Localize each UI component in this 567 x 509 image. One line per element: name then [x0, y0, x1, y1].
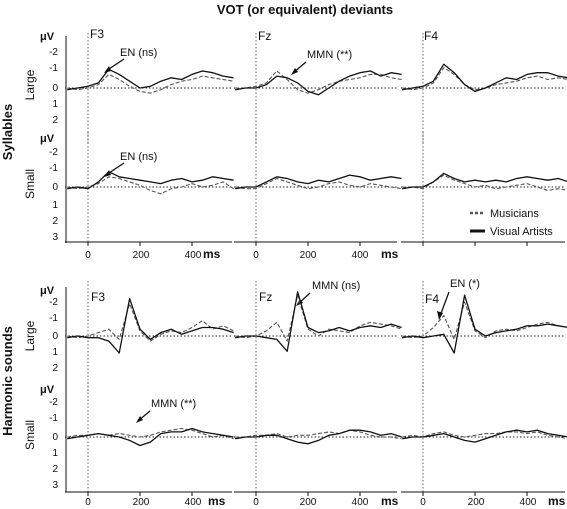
y-tick-label: 0	[52, 432, 58, 443]
series-line-musicians	[67, 303, 234, 342]
x-tick-label: 200	[300, 497, 317, 508]
x-tick-label: 200	[133, 250, 150, 261]
group-label-syllables: Syllables	[0, 104, 15, 160]
annotation-label: EN (ns)	[120, 47, 157, 59]
x-tick-label: 0	[85, 250, 91, 261]
annotation-label: EN (ns)	[120, 151, 157, 163]
series-line-visual-artists	[67, 297, 234, 354]
y-tick-label: -2	[49, 297, 58, 308]
series-line-visual-artists	[235, 291, 402, 352]
y-tick-label: 0	[52, 182, 58, 193]
y-tick-label: -1	[49, 413, 58, 424]
y-tick-label: 1	[52, 200, 58, 211]
x-unit-label: ms	[203, 247, 221, 261]
electrode-label: Fz	[258, 29, 271, 43]
series-line-visual-artists	[67, 171, 234, 190]
x-tick-label: 400	[520, 497, 537, 508]
y-tick-label: 2	[52, 464, 58, 475]
x-tick-label: 0	[253, 250, 259, 261]
y-tick-label: 1	[52, 99, 58, 110]
annotation-label: MMN (**)	[307, 49, 352, 61]
annotation-arrowhead	[437, 311, 443, 320]
x-tick-label: 0	[85, 497, 91, 508]
y-tick-label: 1	[52, 347, 58, 358]
y-tick-label: -2	[49, 147, 58, 158]
y-tick-label: 2	[52, 115, 58, 126]
series-line-visual-artists	[67, 68, 234, 91]
series-line-visual-artists	[402, 294, 567, 354]
series-line-visual-artists	[67, 427, 234, 447]
unit-label: μV	[40, 384, 55, 396]
legend-label-visual-artists: Visual Artists	[490, 226, 553, 238]
series-line-musicians	[402, 301, 567, 340]
y-tick-label: 2	[52, 216, 58, 227]
y-tick-label: 3	[52, 232, 58, 243]
x-tick-label: 200	[300, 250, 317, 261]
series-line-visual-artists	[402, 429, 567, 443]
y-tick-label: -1	[49, 163, 58, 174]
x-unit-label: ms	[548, 494, 566, 508]
electrode-label: F3	[90, 27, 104, 41]
figure-title: VOT (or equivalent) deviants	[217, 2, 393, 17]
legend-label-musicians: Musicians	[490, 208, 539, 220]
series-line-visual-artists	[402, 63, 567, 93]
electrode-label: Fz	[259, 290, 272, 304]
row-label-large-2: Large	[23, 320, 37, 351]
series-line-musicians	[402, 174, 567, 191]
annotation-label: MMN (ns)	[312, 280, 360, 292]
unit-label: μV	[40, 285, 55, 297]
group-label-harmonic: Harmonic sounds	[0, 326, 15, 436]
series-line-visual-artists	[235, 429, 402, 445]
series-line-musicians	[235, 177, 402, 190]
series-line-musicians	[402, 431, 567, 439]
x-tick-label: 200	[468, 497, 485, 508]
y-tick-label: 3	[52, 480, 58, 491]
row-label-small-1: Small	[23, 169, 37, 199]
unit-label: μV	[40, 133, 55, 145]
electrode-label: F4	[424, 29, 438, 43]
x-unit-label: ms	[381, 494, 399, 508]
electrode-label: F4	[425, 292, 439, 306]
x-tick-label: 400	[185, 497, 202, 508]
x-unit-label: ms	[208, 494, 226, 508]
series-line-visual-artists	[235, 70, 402, 96]
annotation-arrowhead	[291, 68, 298, 75]
plot-area	[65, 33, 567, 496]
y-tick-label: 2	[52, 363, 58, 374]
annotation-label: MMN (**)	[151, 398, 196, 410]
y-tick-label: -1	[49, 313, 58, 324]
x-tick-label: 200	[133, 497, 150, 508]
y-tick-label: 0	[52, 83, 58, 94]
series-line-musicians	[235, 294, 402, 342]
unit-label: μV	[40, 31, 55, 43]
y-tick-label: -1	[49, 63, 58, 74]
y-tick-label: -2	[49, 47, 58, 58]
x-tick-label: 400	[185, 250, 202, 261]
y-tick-label: 1	[52, 448, 58, 459]
x-tick-label: 0	[420, 497, 426, 508]
electrode-label: F3	[91, 290, 105, 304]
y-tick-label: -2	[49, 397, 58, 408]
annotation-arrowhead	[136, 416, 143, 423]
row-label-large-1: Large	[23, 69, 37, 100]
row-label-small-2: Small	[23, 420, 37, 450]
series-line-musicians	[402, 67, 567, 91]
series-line-visual-artists	[235, 174, 402, 190]
annotation-arrow	[439, 291, 450, 317]
x-tick-label: 400	[352, 250, 369, 261]
x-tick-label: 0	[253, 497, 259, 508]
x-unit-label: ms	[381, 247, 399, 261]
annotation-label: EN (*)	[450, 278, 480, 290]
annotation-arrowhead	[104, 66, 111, 73]
series-line-musicians	[67, 176, 234, 195]
series-line-musicians	[67, 73, 234, 94]
series-line-visual-artists	[402, 172, 567, 190]
y-tick-label: 0	[52, 331, 58, 342]
series-line-musicians	[235, 70, 402, 94]
x-tick-label: 400	[352, 497, 369, 508]
